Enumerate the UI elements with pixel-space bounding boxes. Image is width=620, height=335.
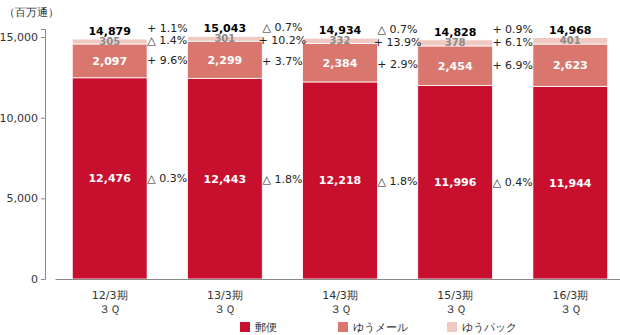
change-label: + 9.6% bbox=[147, 54, 188, 67]
data-label: 401 bbox=[560, 35, 581, 46]
chart: （百万通） 0 5,000 10,000 15,000 12/3期３Ｑ 13/3期３Ｑ 14/… bbox=[0, 0, 620, 335]
legend-label: ゆうパック bbox=[462, 321, 517, 334]
legend-label: ゆうメール bbox=[353, 321, 408, 334]
y-tick-mark bbox=[41, 279, 45, 280]
x-tick-label: 15/3期３Ｑ bbox=[437, 289, 473, 316]
y-tick-mark bbox=[41, 198, 45, 199]
legend: 郵便 ゆうメール ゆうパック bbox=[240, 321, 517, 334]
legend-label: 郵便 bbox=[255, 321, 277, 334]
data-label: 12,443 bbox=[204, 173, 246, 186]
change-label: △ 1.4% bbox=[147, 34, 187, 47]
data-label: 12,476 bbox=[88, 172, 131, 185]
legend-swatch bbox=[338, 322, 348, 332]
total-change-label: △ 0.7% bbox=[378, 23, 418, 36]
change-label: + 3.7% bbox=[262, 55, 303, 68]
change-label: △ 1.8% bbox=[378, 175, 418, 188]
y-tick-label: 10,000 bbox=[0, 112, 38, 125]
x-axis: 12/3期３Ｑ 13/3期３Ｑ 14/3期３Ｑ 15/3期３Ｑ 16/3期３Ｑ bbox=[56, 279, 620, 316]
x-tick: 12/3期３Ｑ bbox=[92, 279, 128, 316]
data-label: 378 bbox=[445, 37, 466, 48]
total-label: 14,879 bbox=[88, 25, 130, 38]
bar-segment bbox=[418, 86, 493, 279]
y-axis-title: （百万通） bbox=[4, 6, 59, 19]
y-tick-mark bbox=[41, 118, 45, 119]
legend-swatch bbox=[447, 322, 457, 332]
y-tick: 15,000 bbox=[0, 31, 45, 44]
total-change-label: △ 0.7% bbox=[262, 21, 302, 34]
data-label: 2,299 bbox=[207, 54, 242, 67]
total-label: 15,043 bbox=[204, 22, 246, 35]
data-label: 2,454 bbox=[438, 60, 473, 73]
y-tick: 10,000 bbox=[0, 112, 45, 125]
bar-segment bbox=[533, 44, 608, 86]
total-label: 14,934 bbox=[319, 24, 362, 37]
legend-swatch bbox=[240, 322, 250, 332]
change-label: + 13.9% bbox=[374, 36, 422, 49]
change-label: + 2.9% bbox=[377, 58, 418, 71]
bar-segment bbox=[533, 86, 608, 279]
bar-segment bbox=[303, 43, 378, 81]
y-tick-label: 0 bbox=[31, 273, 38, 286]
x-tick-label: 12/3期３Ｑ bbox=[92, 289, 128, 316]
y-tick: 0 bbox=[31, 273, 45, 286]
change-label: △ 0.3% bbox=[147, 172, 187, 185]
change-label: + 6.9% bbox=[492, 59, 533, 72]
x-axis-line bbox=[56, 279, 620, 280]
bar-segment bbox=[303, 82, 378, 279]
y-axis-line bbox=[41, 30, 46, 280]
data-label: 2,623 bbox=[553, 59, 588, 72]
x-tick: 16/3期３Ｑ bbox=[552, 279, 588, 316]
x-tick: 15/3期３Ｑ bbox=[437, 279, 473, 316]
x-tick-label: 14/3期３Ｑ bbox=[322, 289, 358, 316]
bars bbox=[72, 36, 607, 279]
y-tick: 5,000 bbox=[7, 192, 46, 205]
x-tick-label: 16/3期３Ｑ bbox=[552, 289, 588, 316]
data-label: 11,996 bbox=[434, 176, 477, 189]
bar-segment bbox=[72, 44, 147, 78]
x-tick-label: 13/3期３Ｑ bbox=[207, 289, 243, 316]
change-label: △ 1.8% bbox=[262, 173, 302, 186]
data-label: 2,097 bbox=[92, 55, 127, 68]
data-label: 12,218 bbox=[319, 174, 361, 187]
change-labels: △ 0.3% △ 1.8% △ 1.8% △ 0.4% + 9.6% + 3.7% + 2.… bbox=[147, 21, 533, 189]
change-label: + 10.2% bbox=[259, 34, 307, 47]
y-axis: 0 5,000 10,000 15,000 bbox=[0, 30, 46, 287]
data-label: 2,384 bbox=[323, 57, 358, 70]
x-tick: 13/3期３Ｑ bbox=[207, 279, 243, 316]
change-label: + 6.1% bbox=[492, 36, 533, 49]
data-label: 11,944 bbox=[549, 177, 592, 190]
total-change-label: + 0.9% bbox=[492, 23, 533, 36]
bar-segment bbox=[72, 78, 147, 279]
change-label: △ 0.4% bbox=[493, 176, 533, 189]
x-tick: 14/3期３Ｑ bbox=[322, 279, 358, 316]
total-label: 14,828 bbox=[434, 26, 476, 39]
bar-segment bbox=[418, 46, 493, 86]
y-tick-label: 15,000 bbox=[0, 31, 38, 44]
total-change-label: + 1.1% bbox=[147, 22, 188, 35]
y-tick-label: 5,000 bbox=[7, 192, 39, 205]
bar-segment bbox=[187, 41, 262, 78]
total-label: 14,968 bbox=[549, 24, 591, 37]
bar-segment bbox=[187, 78, 262, 279]
y-tick-mark bbox=[41, 37, 45, 38]
data-labels: 12,476 12,443 12,218 11,996 11,944 2,097 2,299… bbox=[88, 22, 591, 189]
